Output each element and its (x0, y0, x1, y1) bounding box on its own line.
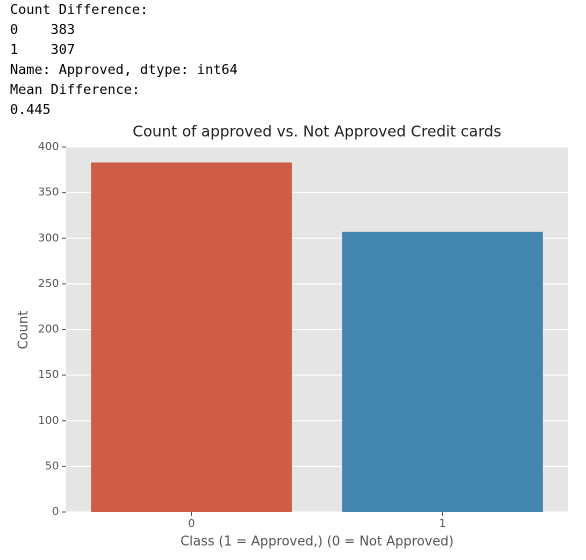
y-tick-label: 50 (45, 459, 59, 472)
x-tick-label: 1 (439, 517, 446, 530)
chart-title: Count of approved vs. Not Approved Credi… (133, 123, 502, 141)
output-line: 1 307 (10, 42, 76, 58)
bar (91, 162, 292, 512)
y-tick-label: 150 (38, 368, 59, 381)
output-line: Name: Approved, dtype: int64 (10, 62, 238, 78)
y-tick-label: 300 (38, 231, 59, 244)
y-tick-label: 0 (52, 505, 59, 518)
output-line: 0.445 (10, 102, 51, 118)
output-line: Mean Difference: (10, 82, 141, 98)
output-line: Count Difference: (10, 2, 149, 18)
cell-output: Count Difference: 0 383 1 307 Name: Appr… (10, 0, 238, 120)
y-tick-label: 350 (38, 186, 59, 199)
y-tick-label: 250 (38, 277, 59, 290)
y-tick-label: 200 (38, 323, 59, 336)
y-tick-label: 100 (38, 414, 59, 427)
bar (342, 231, 543, 513)
x-axis-label: Class (1 = Approved,) (0 = Not Approved) (180, 535, 453, 550)
y-tick-label: 400 (38, 140, 59, 153)
y-axis-label: Count (17, 311, 32, 350)
output-line: 0 383 (10, 22, 76, 38)
x-tick-label: 0 (188, 517, 195, 530)
